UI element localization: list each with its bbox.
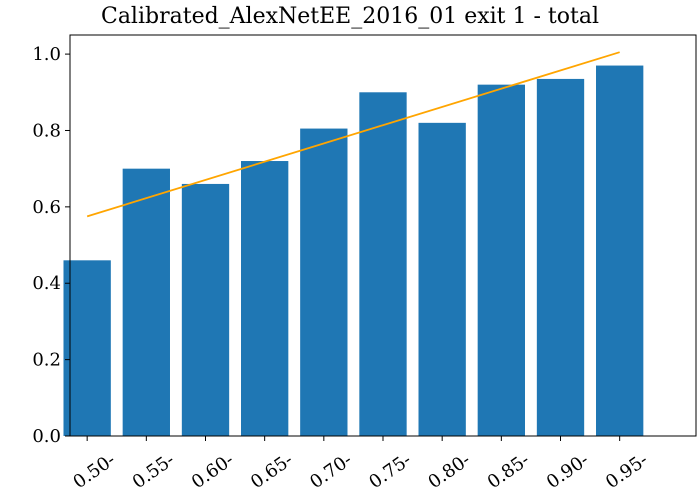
plot-frame [69,34,697,437]
y-tick-label: 0.4 [32,273,61,294]
x-tick-label-0.75-: 0.75- [365,449,415,493]
bar-0.95- [596,65,644,437]
bar-0.55- [122,168,170,437]
x-tick-label-0.65-: 0.65- [247,449,297,493]
bar-0.85- [477,84,525,437]
x-tick-label-0.55-: 0.55- [129,449,179,493]
x-tick-label-0.70-: 0.70- [306,449,356,493]
trend-line-layer [86,51,620,218]
bar-0.80- [418,122,466,436]
bar-0.70- [300,128,348,436]
chart-title: Calibrated_AlexNetEE_2016_01 exit 1 - to… [100,4,600,29]
x-tick-label-0.95-: 0.95- [602,449,652,493]
y-tick-label: 0.6 [32,197,61,218]
x-tick-label-0.50-: 0.50- [70,449,120,493]
bars-layer [63,65,644,437]
y-tick-label: 1.0 [32,44,61,65]
y-tick-label: 0.8 [32,120,61,141]
y-tick-label: 0.2 [32,350,61,371]
trend-line [86,51,620,218]
x-tick-label-0.60-: 0.60- [188,449,238,493]
x-tick-label-0.90-: 0.90- [543,449,593,493]
bar-0.75- [359,92,407,436]
x-tick-label-0.80-: 0.80- [425,449,475,493]
x-axis: 0.50- 0.55- 0.60- 0.65- 0.70- 0.75- 0.80- 0.85-… [70,436,652,493]
y-axis: 0.0 0.2 0.4 0.6 0.8 1.0 [32,44,70,447]
bar-0.90- [536,78,585,437]
bar-0.60- [181,183,230,436]
x-tick-label-0.85-: 0.85- [484,449,534,493]
bar-0.65- [241,161,289,436]
bar-0.50- [63,260,111,436]
y-tick-label: 0.0 [32,426,61,447]
